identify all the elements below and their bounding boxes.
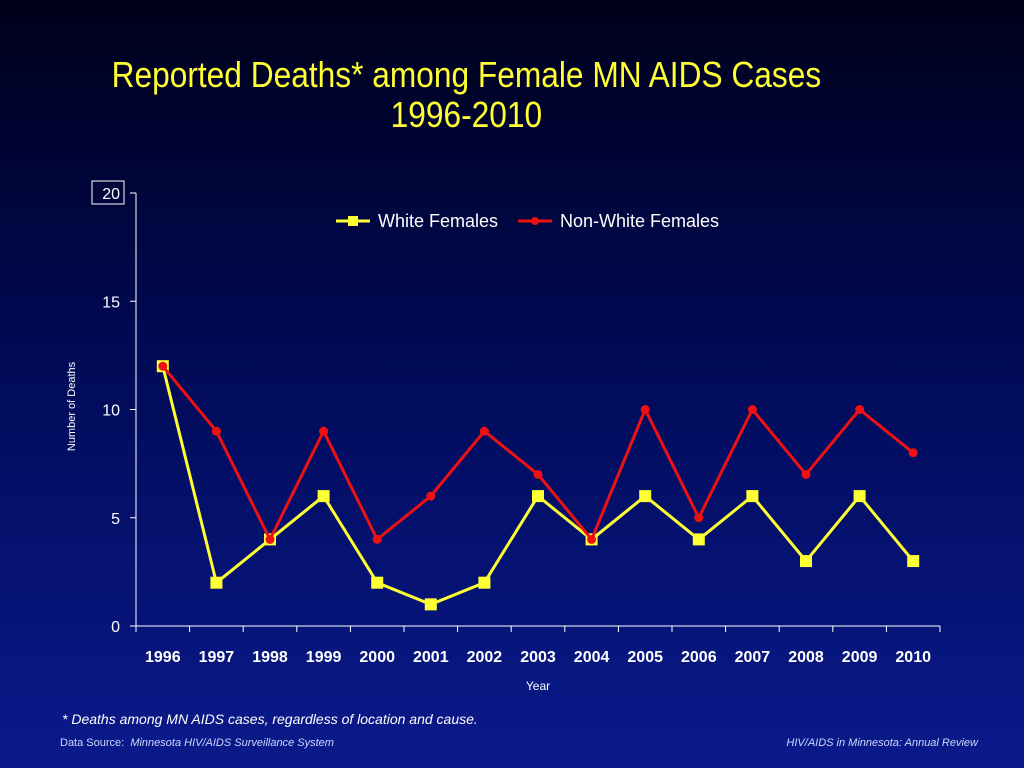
x-tick-label: 2004 bbox=[574, 649, 610, 666]
x-tick-label: 2007 bbox=[735, 649, 771, 666]
data-point bbox=[210, 576, 223, 589]
data-point bbox=[372, 534, 382, 544]
data-point bbox=[319, 426, 329, 436]
data-point bbox=[746, 490, 759, 503]
y-tick-label-box bbox=[91, 180, 125, 205]
x-axis-title: Year bbox=[526, 679, 550, 693]
data-point bbox=[694, 513, 704, 523]
y-tick-label: 0 bbox=[111, 619, 120, 636]
x-tick-label: 2009 bbox=[842, 649, 878, 666]
data-point bbox=[908, 448, 918, 458]
x-tick-label: 1999 bbox=[306, 649, 342, 666]
data-point bbox=[800, 555, 812, 568]
legend-label: Non-White Females bbox=[560, 211, 719, 231]
series-white-females bbox=[156, 360, 920, 611]
data-point bbox=[587, 534, 597, 544]
x-tick-label: 2006 bbox=[681, 649, 717, 666]
data-point bbox=[692, 533, 705, 546]
y-tick-label: 15 bbox=[102, 294, 120, 311]
data-source-label: Data Source: bbox=[60, 737, 125, 749]
x-tick-label: 1998 bbox=[252, 649, 288, 666]
data-point bbox=[424, 598, 437, 611]
y-axis-title: Number of Deaths bbox=[66, 361, 78, 451]
review-label: HIV/AIDS in Minnesota: Annual Review bbox=[786, 737, 978, 749]
data-source-name: Minnesota HIV/AIDS Surveillance System bbox=[130, 737, 334, 749]
legend-swatch-marker bbox=[348, 216, 358, 226]
data-point bbox=[478, 576, 491, 589]
chart-title: Reported Deaths* among Female MN AIDS Ca… bbox=[0, 55, 933, 135]
x-tick-label: 2010 bbox=[895, 649, 931, 666]
x-tick-label: 2000 bbox=[359, 649, 395, 666]
y-tick-label: 10 bbox=[102, 403, 120, 420]
data-point bbox=[532, 490, 544, 503]
data-point bbox=[640, 405, 650, 414]
x-tick-label: 2005 bbox=[627, 649, 663, 666]
y-tick-label: 5 bbox=[111, 511, 120, 528]
data-point bbox=[639, 490, 652, 503]
x-tick-label: 2003 bbox=[520, 649, 556, 666]
x-tick-label: 1996 bbox=[145, 649, 181, 666]
chart-title-line1: Reported Deaths* among Female MN AIDS Ca… bbox=[111, 54, 822, 95]
data-point bbox=[855, 405, 865, 414]
series-line bbox=[161, 365, 915, 606]
legend-item-1: Non-White Females bbox=[518, 211, 719, 231]
data-point bbox=[211, 426, 221, 436]
series-line bbox=[161, 365, 915, 543]
x-tick-label: 2008 bbox=[788, 649, 824, 666]
legend-swatch-marker bbox=[531, 217, 539, 225]
data-point bbox=[426, 491, 436, 501]
data-point bbox=[158, 361, 168, 371]
data-point bbox=[317, 490, 330, 503]
x-tick-label: 2002 bbox=[467, 649, 503, 666]
legend-label: White Females bbox=[378, 211, 498, 231]
data-point bbox=[801, 469, 811, 479]
x-tick-label: 1997 bbox=[199, 649, 235, 666]
data-point bbox=[907, 555, 920, 568]
data-point bbox=[371, 576, 384, 589]
data-point bbox=[747, 405, 757, 414]
y-tick-label: 20 bbox=[102, 186, 120, 203]
series-non-white-females bbox=[158, 361, 918, 544]
data-point bbox=[479, 426, 489, 436]
x-tick-label: 2001 bbox=[413, 649, 449, 666]
data-point bbox=[265, 534, 275, 544]
legend-item-0: White Females bbox=[336, 211, 498, 231]
data-point bbox=[853, 490, 866, 503]
chart-title-line2: 1996-2010 bbox=[390, 94, 543, 135]
data-source: Data Source: Minnesota HIV/AIDS Surveill… bbox=[60, 737, 334, 749]
data-point bbox=[533, 469, 543, 479]
footnote: * Deaths among MN AIDS cases, regardless… bbox=[62, 711, 478, 727]
